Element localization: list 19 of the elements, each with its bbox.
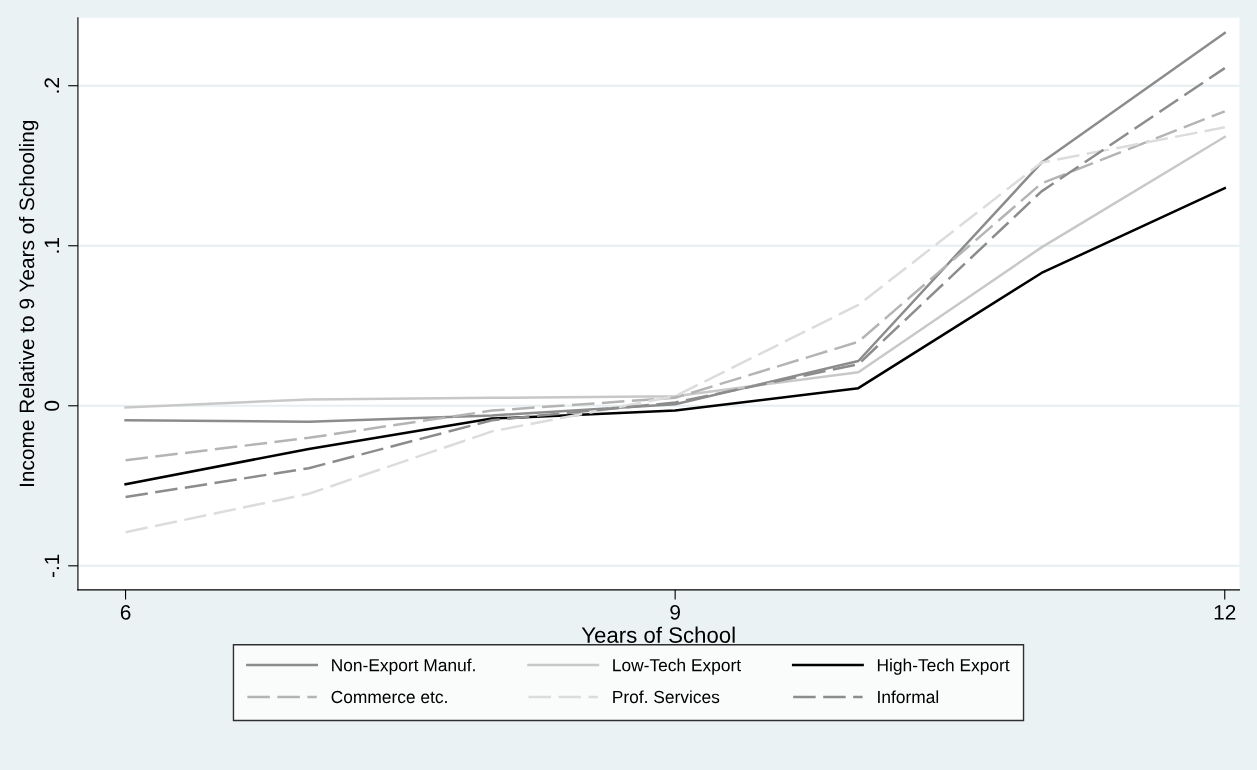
legend-label: Informal xyxy=(878,690,939,704)
line-series xyxy=(124,186,1226,486)
line-series xyxy=(124,126,1226,534)
x-axis-title: Years of School xyxy=(581,626,735,643)
line-series xyxy=(124,110,1226,462)
y-tick-label: .2 xyxy=(44,78,60,93)
legend-label: Prof. Services xyxy=(613,690,720,704)
legend-label: High-Tech Export xyxy=(877,658,1010,675)
legend-label: Commerce etc. xyxy=(331,690,447,704)
y-axis-title: Income Relative to 9 Years of Schooling xyxy=(18,120,39,486)
line-series xyxy=(124,135,1226,409)
legend-label: Low-Tech Export xyxy=(613,658,741,675)
x-tick-label: 9 xyxy=(670,604,680,620)
legend-label: Non-Export Manuf. xyxy=(332,658,475,675)
y-tick-label: 0 xyxy=(44,400,60,411)
x-tick-label: 6 xyxy=(120,604,131,620)
y-tick-label: -.1 xyxy=(44,554,60,578)
x-tick-label: 12 xyxy=(1214,604,1236,620)
y-tick-label: .1 xyxy=(44,238,60,253)
